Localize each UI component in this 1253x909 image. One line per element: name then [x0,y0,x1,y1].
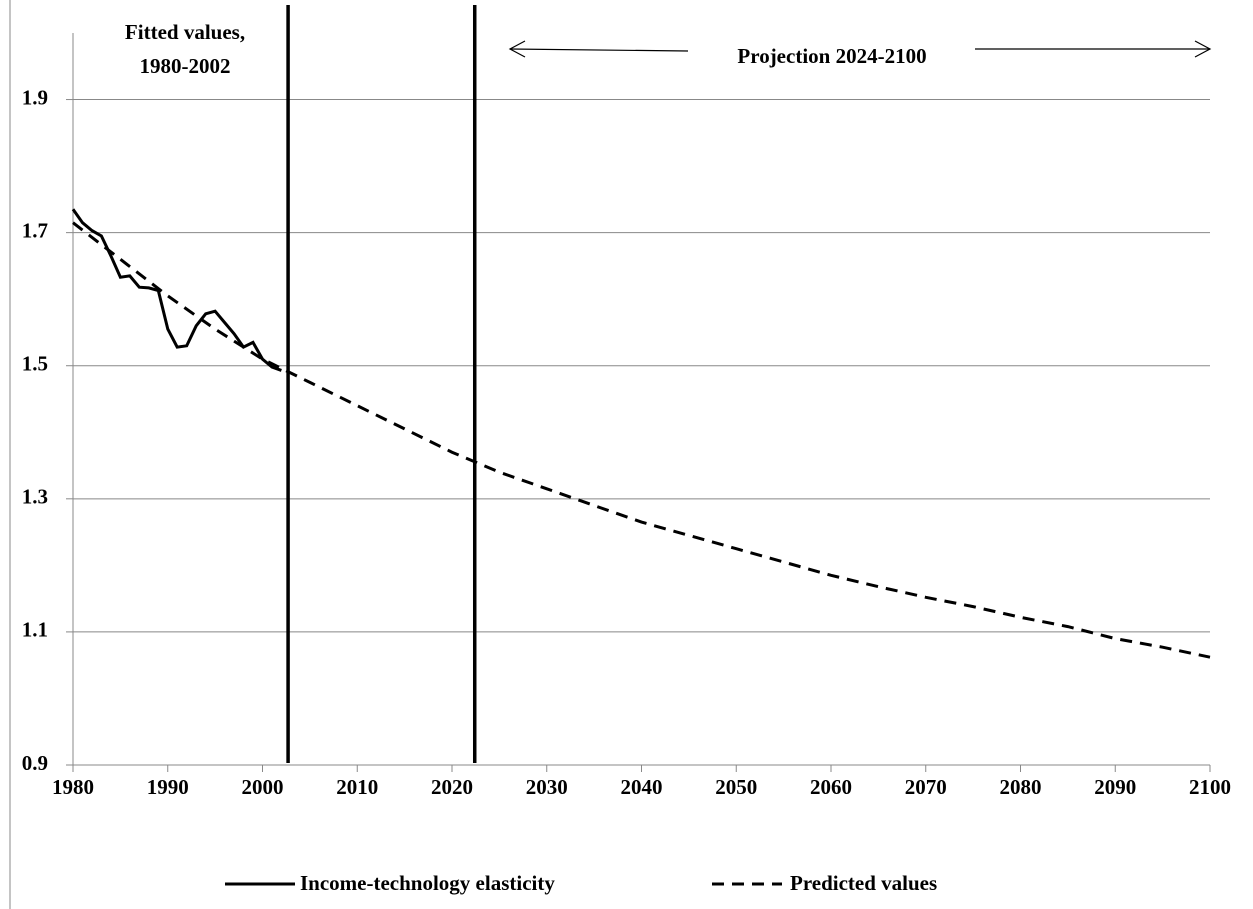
x-tick-label: 2040 [621,775,663,799]
y-tick-label: 1.9 [22,85,48,109]
projection-arrows [508,40,1212,58]
x-tick-label: 2070 [905,775,947,799]
x-tick-label: 2020 [431,775,473,799]
series-line [71,208,282,372]
y-tick-label: 0.9 [22,751,48,775]
x-tick-label: 2060 [810,775,852,799]
y-tick-label: 1.3 [22,485,48,509]
annotation: Projection 2024-2100 [737,44,926,68]
x-tick-label: 2090 [1094,775,1136,799]
annotation: 1980-2002 [140,54,231,78]
x-tick-label: 2100 [1189,775,1231,799]
legend-label: Predicted values [790,871,937,895]
y-tick-label: 1.7 [22,218,48,242]
x-tick-label: 2050 [715,775,757,799]
x-tick-label: 2030 [526,775,568,799]
x-tick-label: 2080 [1000,775,1042,799]
x-tick-label: 2000 [242,775,284,799]
x-tick-label: 1990 [147,775,189,799]
legend-label: Income-technology elasticity [300,871,555,895]
series-line [72,221,1211,659]
x-tick-label: 2010 [336,775,378,799]
y-tick-label: 1.5 [22,352,48,376]
x-tick-label: 1980 [52,775,94,799]
annotation: Fitted values, [125,20,245,44]
y-tick-label: 1.1 [22,618,48,642]
